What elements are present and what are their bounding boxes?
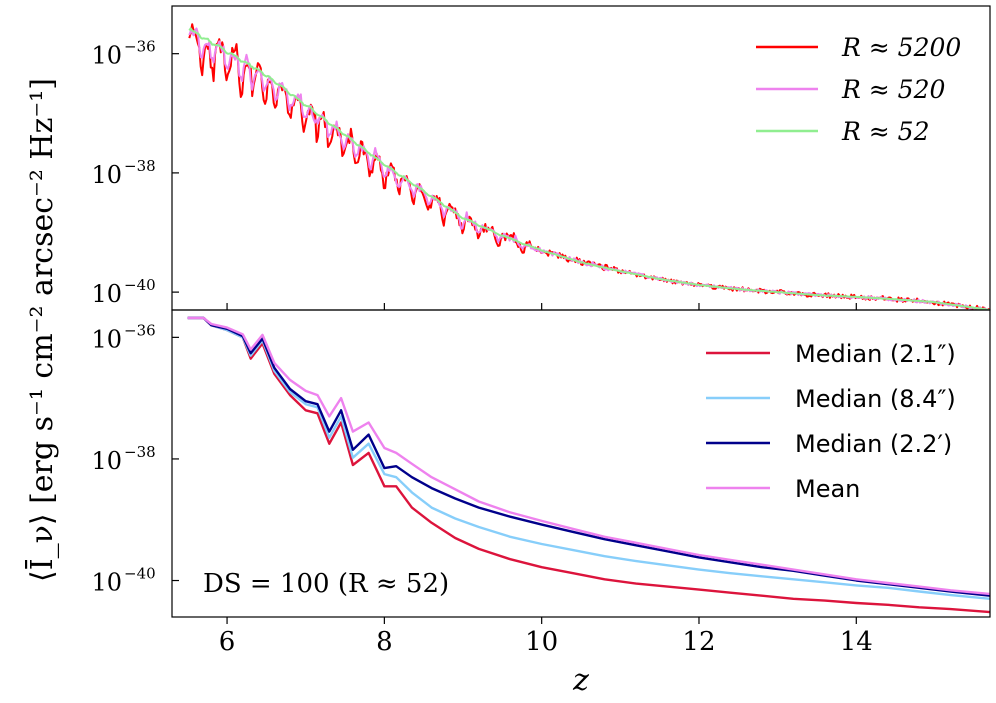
bottom-legend-label-3: Mean	[795, 475, 860, 503]
bottom-ytick-exp-0: −36	[124, 321, 156, 339]
top-ytick-exp-2: −40	[124, 276, 156, 294]
top-series-line-1	[188, 27, 990, 310]
top-series-line-2	[188, 27, 990, 310]
top-legend-label-0: R ≈ 5200	[841, 33, 961, 62]
annotation-ds: DS = 100 (R ≈ 52)	[203, 569, 449, 599]
legend-layer: R ≈ 5200 R ≈ 520 R ≈ 52 Median (2.1″) Median…	[706, 33, 961, 503]
x-axis-title: z	[572, 663, 589, 698]
bottom-series-line-3	[187, 316, 990, 596]
bottom-legend-label-2: Median (2.2′)	[795, 430, 952, 458]
bottom-ytick-label-1: 10	[91, 447, 122, 475]
top-ytick-label-2: 10	[91, 280, 122, 308]
bottom-panel-series	[187, 316, 990, 614]
top-panel-series	[188, 23, 990, 310]
top-series-line-0	[188, 23, 990, 310]
bottom-xtick-label-4: 14	[840, 627, 873, 657]
bottom-xtick-label-1: 8	[376, 627, 393, 657]
top-ytick-label-1: 10	[91, 161, 122, 189]
top-ytick-exp-0: −36	[124, 38, 156, 56]
bottom-ytick-label-2: 10	[91, 569, 122, 597]
bottom-xtick-label-0: 6	[219, 627, 236, 657]
y-axis-title: ⟨Ī_ν⟩ [erg s⁻¹ cm⁻² arcsec⁻² Hz⁻¹]	[25, 78, 60, 582]
bottom-legend-label-0: Median (2.1″)	[795, 340, 956, 368]
top-ytick-label-0: 10	[91, 42, 122, 70]
bottom-ytick-label-0: 10	[91, 325, 122, 353]
bottom-panel-frame	[171, 309, 991, 618]
top-legend-label-1: R ≈ 520	[841, 75, 945, 104]
bottom-legend-label-1: Median (8.4″)	[795, 385, 956, 413]
bottom-ytick-exp-1: −38	[124, 443, 156, 461]
bottom-xtick-label-2: 10	[525, 627, 558, 657]
bottom-xtick-label-3: 12	[682, 627, 715, 657]
top-legend-label-2: R ≈ 52	[841, 117, 929, 146]
bottom-ytick-exp-2: −40	[124, 565, 156, 583]
top-ytick-exp-1: −38	[124, 157, 156, 175]
